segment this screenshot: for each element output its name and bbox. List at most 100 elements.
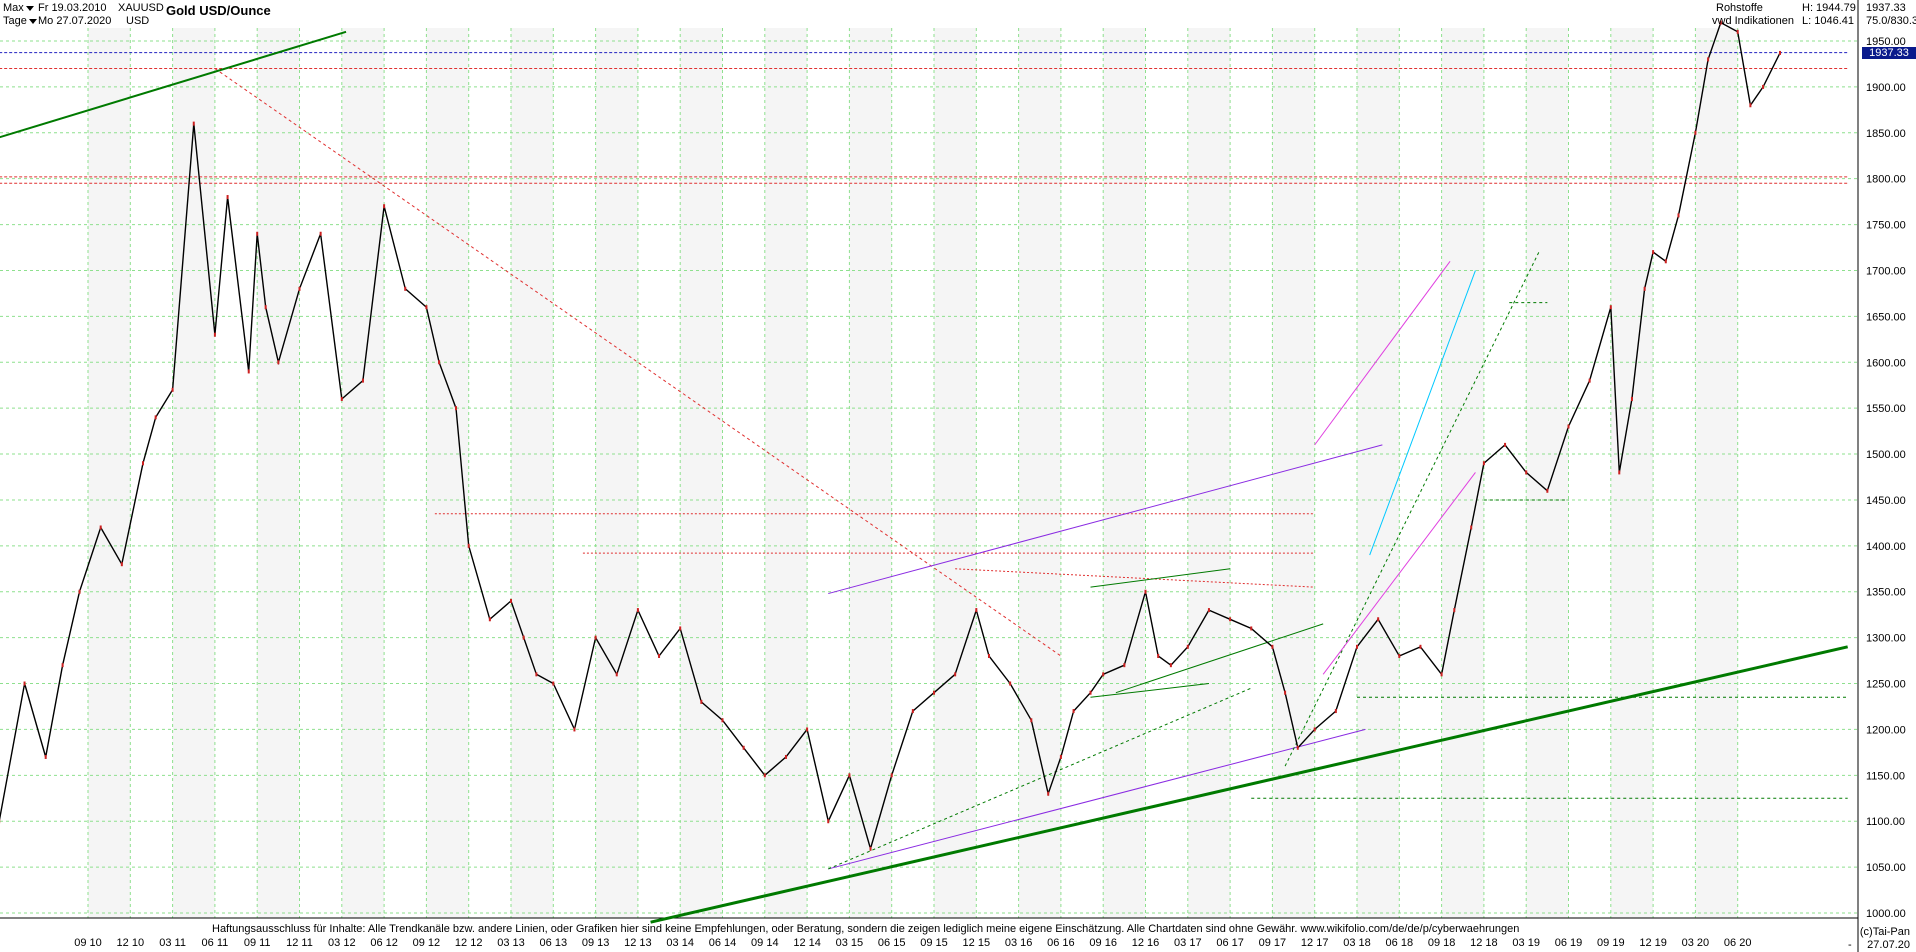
y-tick-label: 1600.00	[1866, 357, 1906, 369]
resistance-line	[955, 568, 1315, 588]
y-tick-label: 1100.00	[1866, 816, 1905, 828]
price-point	[1482, 461, 1485, 466]
price-point	[848, 773, 851, 778]
x-tick-label: 06 11	[202, 937, 229, 949]
price-point	[192, 121, 195, 126]
price-point	[1643, 286, 1646, 291]
background-band	[934, 28, 977, 918]
price-point	[763, 773, 766, 778]
range-dropdown[interactable]: Max	[3, 2, 34, 14]
price-point	[1144, 589, 1147, 594]
price-point	[1089, 690, 1092, 695]
y-tick-label: 1950.00	[1866, 36, 1906, 48]
x-tick-label: 09 17	[1259, 937, 1287, 949]
price-point	[298, 286, 301, 291]
background-bands	[88, 28, 1738, 918]
x-tick-label: 09 14	[751, 937, 779, 949]
price-point	[1546, 488, 1549, 493]
price-point	[425, 305, 428, 310]
price-point	[277, 360, 280, 365]
y-tick-label: 1550.00	[1866, 403, 1906, 415]
price-series	[0, 20, 1781, 852]
price-point	[61, 663, 64, 668]
price-point	[383, 204, 386, 209]
x-tick-label: 09 15	[920, 937, 948, 949]
price-point	[1284, 690, 1287, 695]
price-point	[510, 598, 512, 603]
x-axis: 09 10 12 10 03 11 06 11 09 11 12 11 03 12 06 12…	[74, 937, 1751, 949]
price-point	[658, 653, 661, 658]
channel-line	[1322, 472, 1476, 675]
x-tick-label: 09 19	[1597, 937, 1625, 949]
data-source: vwd Indikationen	[1712, 15, 1794, 27]
y-tick-label: 1200.00	[1866, 724, 1906, 736]
x-tick-label: 09 11	[244, 937, 271, 949]
x-tick-label: 12 19	[1639, 937, 1667, 949]
price-point	[1123, 663, 1126, 668]
y-tick-label: 1900.00	[1866, 82, 1906, 94]
price-point	[1719, 20, 1722, 25]
price-point	[615, 672, 618, 677]
price-point	[1504, 442, 1507, 447]
price-point	[1677, 213, 1680, 218]
background-band	[341, 28, 385, 918]
background-band	[511, 28, 554, 918]
background-band	[1695, 28, 1738, 918]
y-axis: 1000.00 1050.00 1100.00 1150.00 1200.00 1250.…	[1866, 36, 1906, 920]
low-value: L: 1046.41	[1802, 15, 1854, 27]
x-tick-label: 09 18	[1428, 937, 1456, 949]
y-tick-label: 1300.00	[1866, 633, 1906, 645]
price-point	[247, 369, 250, 374]
x-tick-label: 03 17	[1174, 937, 1202, 949]
trendline	[1115, 623, 1324, 694]
x-tick-label: 09 16	[1089, 937, 1117, 949]
trendlines-layer	[0, 30, 1849, 924]
x-tick-label: 06 17	[1216, 937, 1244, 949]
price-point	[1047, 791, 1050, 796]
price-point	[1419, 644, 1422, 649]
background-band	[88, 28, 131, 918]
resistance-trendline	[214, 68, 1062, 657]
price-point	[1588, 378, 1591, 383]
copyright: (c)Tai-Pan	[1859, 926, 1910, 938]
x-tick-label: 06 19	[1555, 937, 1583, 949]
x-tick-label: 12 14	[793, 937, 821, 949]
price-point	[1618, 470, 1621, 475]
x-tick-label: 12 16	[1132, 937, 1160, 949]
support-line	[828, 444, 1383, 595]
y-tick-label: 1250.00	[1866, 679, 1906, 691]
channel-line	[1314, 260, 1451, 446]
x-tick-label: 12 11	[286, 937, 313, 949]
x-tick-label: 12 12	[455, 937, 483, 949]
trendline	[1090, 683, 1210, 698]
price-point	[120, 562, 123, 567]
background-band	[1526, 28, 1569, 918]
support-line	[828, 728, 1366, 870]
price-point	[1762, 84, 1765, 89]
price-point	[827, 819, 830, 824]
y-tick-label: 1800.00	[1866, 174, 1906, 186]
period-dropdown[interactable]: Tage	[3, 15, 37, 27]
price-point	[573, 727, 576, 732]
price-point	[594, 635, 597, 640]
price-point	[1398, 653, 1401, 658]
price-point	[1009, 681, 1012, 686]
x-tick-label: 03 14	[666, 937, 694, 949]
price-point	[488, 617, 491, 622]
x-tick-label: 06 14	[709, 937, 737, 949]
price-point	[890, 773, 893, 778]
background-band	[1357, 28, 1400, 918]
uptrend-line	[0, 30, 347, 139]
trendline-dashed	[1284, 251, 1540, 767]
price-point	[784, 754, 787, 759]
background-band	[595, 28, 638, 918]
price-point	[99, 525, 102, 530]
disclaimer: Haftungsausschluss für Inhalte: Alle Tre…	[212, 923, 1520, 935]
volume-value: 75.0/830.3	[1866, 15, 1916, 27]
dash-marker: -	[1848, 939, 1852, 951]
price-point	[987, 653, 990, 658]
price-point	[1186, 644, 1189, 649]
background-band	[849, 28, 892, 918]
price-point	[1664, 259, 1667, 264]
price-point	[1030, 718, 1033, 723]
